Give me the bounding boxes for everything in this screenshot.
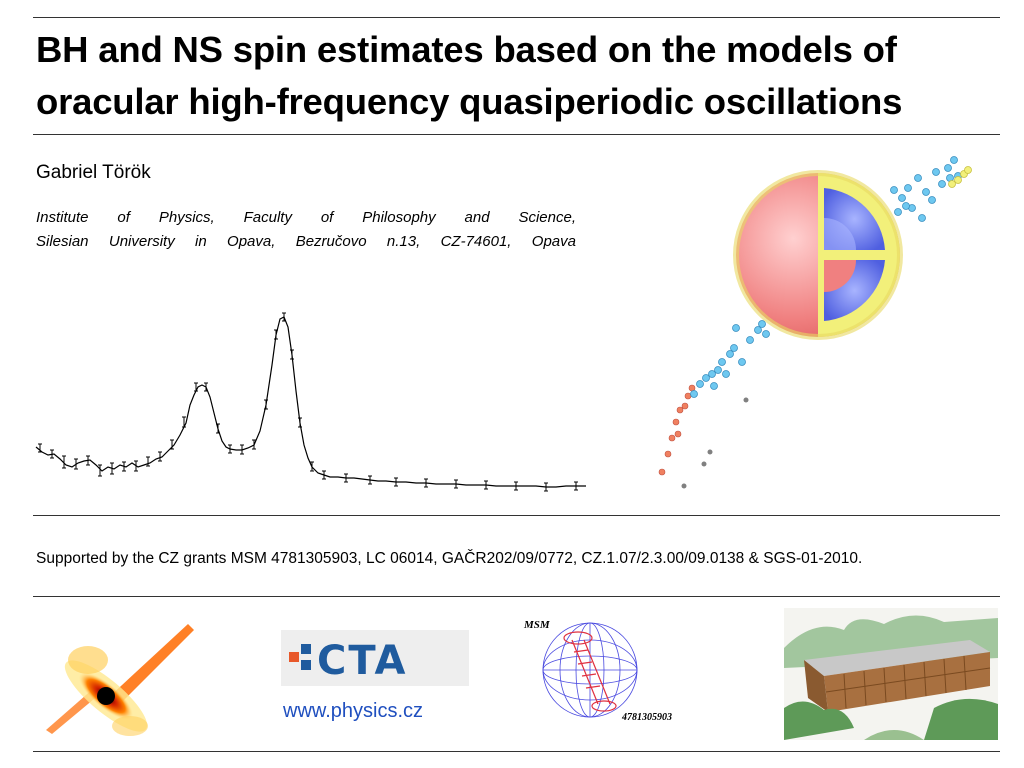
scatter-points-orange	[658, 384, 696, 476]
affiliation-line-2: Silesian University in Opava, Bezručovo …	[36, 233, 576, 250]
title-rule	[33, 134, 1000, 135]
bottom-rule	[33, 751, 1000, 752]
spectrum-curve	[35, 316, 586, 488]
neutron-star-figure	[658, 156, 972, 489]
error-bars	[38, 312, 578, 492]
author-name: Gabriel Török	[36, 162, 151, 183]
msm-globe-logo: MSM 4781305903	[523, 619, 672, 723]
grants-acknowledgement: Supported by the CZ grants MSM 478130590…	[36, 550, 863, 567]
affiliation: Institute of Physics, Faculty of Philoso…	[36, 206, 576, 254]
affiliation-line-1: Institute of Physics, Faculty of Philoso…	[36, 209, 576, 226]
scatter-points-yellow	[948, 166, 972, 188]
website-link[interactable]: www.physics.cz	[283, 700, 424, 722]
msm-label: MSM	[523, 619, 551, 631]
scatter-points-gray	[681, 397, 749, 489]
figure-rule	[33, 515, 1000, 516]
accretion-jet-image	[46, 624, 194, 736]
msm-number: 4781305903	[621, 712, 672, 723]
neutron-star-cutaway	[733, 170, 903, 340]
grants-rule	[33, 596, 1000, 597]
page-title: BH and NS spin estimates based on the mo…	[36, 29, 903, 122]
cta-logo: CTA	[281, 630, 469, 686]
qpo-power-spectrum	[35, 312, 586, 492]
cta-logo-text: CTA	[317, 638, 408, 684]
institute-building-image	[784, 608, 998, 740]
top-rule	[33, 17, 1000, 18]
